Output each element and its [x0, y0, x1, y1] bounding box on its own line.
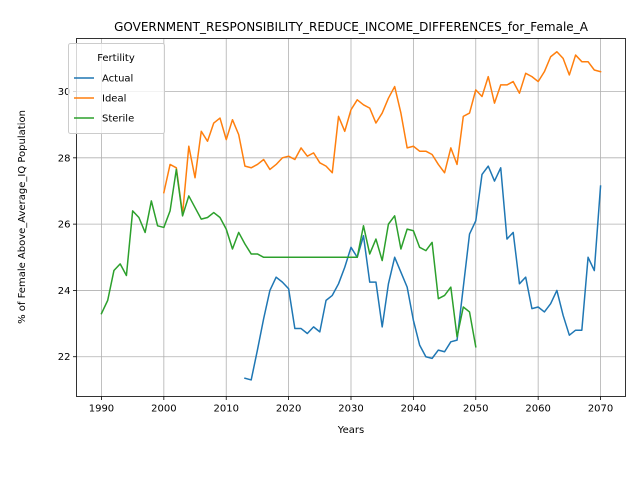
x-tick-label: 2000 — [151, 404, 176, 415]
series-line-sterile — [100, 168, 477, 348]
x-tick-label: 2030 — [338, 404, 363, 415]
series-line-actual — [244, 165, 602, 381]
x-tick-label: 2010 — [214, 404, 239, 415]
legend-entries: Actual Ideal Sterile — [74, 74, 134, 125]
chart-title: GOVERNMENT_RESPONSIBILITY_REDUCE_INCOME_… — [114, 20, 589, 34]
legend-label-sterile: Sterile — [102, 114, 134, 125]
legend-title: Fertility — [97, 53, 135, 64]
legend-label-ideal: Ideal — [102, 94, 126, 105]
x-axis-ticks: 1990 2000 2010 2020 2030 2040 2050 2060 2070 — [89, 396, 613, 415]
y-tick-label: 28 — [58, 153, 71, 164]
x-tick-label: 1990 — [89, 404, 114, 415]
x-tick-label: 2050 — [463, 404, 488, 415]
x-tick-label: 2060 — [525, 404, 550, 415]
series-lines — [100, 51, 602, 381]
legend-box — [68, 43, 165, 134]
x-axis-label: Years — [337, 425, 364, 436]
x-tick-label: 2020 — [276, 404, 301, 415]
y-axis-label: % of Female Above_Average_IQ Population — [17, 110, 28, 324]
y-tick-label: 24 — [58, 286, 71, 297]
x-tick-label: 2040 — [401, 404, 426, 415]
grid-lines — [76, 38, 626, 397]
y-tick-label: 22 — [58, 352, 71, 363]
legend: Fertility Actual Ideal Sterile — [68, 43, 165, 134]
y-tick-label: 30 — [58, 87, 71, 98]
y-tick-label: 26 — [58, 220, 71, 231]
x-tick-label: 2070 — [588, 404, 613, 415]
legend-label-actual: Actual — [102, 74, 133, 85]
series-line-ideal — [162, 51, 602, 215]
